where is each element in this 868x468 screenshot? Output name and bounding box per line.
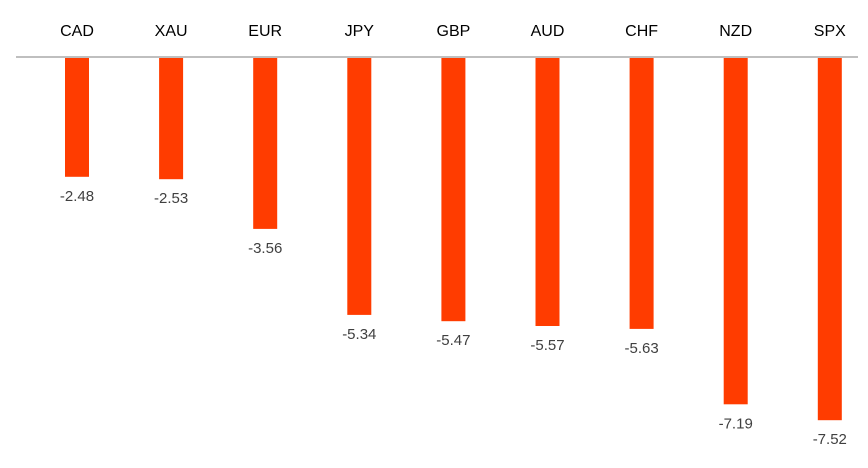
value-label-xau: -2.53 [154, 190, 188, 207]
category-labels: CAD XAU EUR JPY GBP AUD CHF NZD SPX [60, 23, 846, 40]
value-labels: -2.48 -2.53 -3.56 -5.34 -5.47 -5.57 -5.63 -7.19… [60, 188, 847, 448]
bar-xau [159, 57, 184, 180]
value-label-spx: -7.52 [813, 431, 847, 448]
category-label-gbp: GBP [437, 23, 471, 40]
bar-nzd [723, 57, 748, 405]
bar-eur [253, 57, 278, 229]
category-label-nzd: NZD [719, 23, 752, 40]
category-label-chf: CHF [625, 23, 658, 40]
bar-aud [535, 57, 560, 326]
value-label-jpy: -5.34 [342, 326, 376, 343]
value-label-cad: -2.48 [60, 188, 94, 205]
category-label-xau: XAU [155, 23, 188, 40]
bar-spx [817, 57, 842, 421]
value-label-eur: -3.56 [248, 240, 282, 257]
category-label-spx: SPX [814, 23, 846, 40]
value-label-chf: -5.63 [624, 340, 658, 357]
bar-gbp [441, 57, 466, 322]
bars-group [65, 57, 842, 421]
category-label-eur: EUR [248, 23, 282, 40]
category-label-aud: AUD [531, 23, 565, 40]
value-label-gbp: -5.47 [436, 332, 470, 349]
value-label-nzd: -7.19 [719, 415, 753, 432]
bar-jpy [347, 57, 372, 315]
bar-cad [65, 57, 89, 177]
category-label-jpy: JPY [345, 23, 375, 40]
category-label-cad: CAD [60, 23, 94, 40]
bar-chf [629, 57, 654, 329]
value-label-aud: -5.57 [530, 337, 564, 354]
